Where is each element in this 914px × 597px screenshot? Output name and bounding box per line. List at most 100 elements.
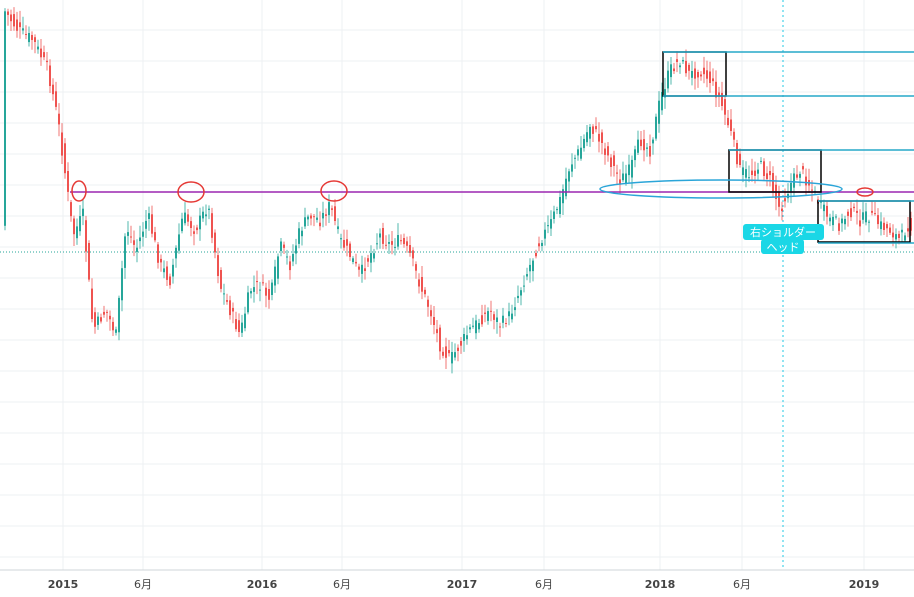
- x-axis: 2015 6月 2016 6月 2017 6月 2018 6月 2019: [48, 578, 880, 591]
- candle-down: [442, 351, 444, 356]
- candle-up: [202, 211, 204, 219]
- candle-down: [706, 70, 708, 79]
- marker-circle-3[interactable]: [320, 180, 348, 202]
- candle-down: [877, 215, 879, 225]
- candle-down: [763, 161, 765, 176]
- candle-down: [391, 241, 393, 245]
- candle-down: [607, 146, 609, 156]
- candle-down: [727, 117, 729, 126]
- candle-up: [454, 352, 456, 358]
- candle-up: [307, 216, 309, 220]
- candle-up: [544, 229, 546, 239]
- candle-up: [223, 293, 225, 295]
- candle-up: [577, 149, 579, 156]
- candle-up: [862, 212, 864, 220]
- candle-up: [28, 33, 30, 43]
- candle-up: [280, 241, 282, 251]
- candle-up: [487, 311, 489, 321]
- candle-up: [478, 323, 480, 330]
- candle-up: [352, 258, 354, 262]
- candle-up: [868, 221, 870, 223]
- x-tick-label: 2018: [645, 578, 676, 591]
- candle-up: [277, 256, 279, 279]
- candle-up: [514, 307, 516, 311]
- candle-up: [844, 218, 846, 225]
- candle-up: [880, 221, 882, 230]
- candle-down: [751, 170, 753, 175]
- head-ellipse[interactable]: [599, 179, 843, 199]
- candle-up: [4, 11, 6, 226]
- candle-up: [127, 232, 129, 236]
- x-tick-label: 2017: [447, 578, 478, 591]
- candle-down: [889, 227, 891, 233]
- candle-up: [37, 46, 39, 50]
- candle-down: [604, 148, 606, 155]
- candle-down: [166, 266, 168, 280]
- marker-circle-1[interactable]: [71, 180, 87, 202]
- candle-down: [10, 14, 12, 22]
- candle-down: [772, 173, 774, 192]
- annotation-badge[interactable]: 右ショルダー ヘッド: [743, 224, 824, 254]
- candle-up: [241, 322, 243, 333]
- drawings-layer[interactable]: 右ショルダー ヘッド: [70, 51, 914, 254]
- marker-circle-4[interactable]: [856, 187, 874, 197]
- candle-up: [637, 139, 639, 153]
- candle-down: [448, 350, 450, 354]
- candle-down: [616, 172, 618, 174]
- candle-down: [403, 238, 405, 245]
- candle-up: [208, 208, 210, 210]
- candle-down: [355, 261, 357, 264]
- candle-down: [61, 132, 63, 156]
- candle-down: [898, 233, 900, 238]
- candle-up: [628, 164, 630, 176]
- candle-down: [703, 67, 705, 75]
- candle-up: [397, 235, 399, 247]
- marker-circle-2[interactable]: [177, 181, 205, 203]
- candle-up: [463, 334, 465, 341]
- candle-down: [385, 244, 387, 246]
- candle-down: [505, 323, 507, 324]
- candle-down: [31, 35, 33, 40]
- candle-down: [409, 245, 411, 253]
- candle-down: [313, 216, 315, 218]
- candle-up: [298, 228, 300, 244]
- candle-up: [661, 92, 663, 111]
- candle-down: [256, 281, 258, 283]
- candle-up: [259, 289, 261, 291]
- candle-up: [670, 64, 672, 78]
- candle-down: [154, 232, 156, 241]
- candle-up: [634, 149, 636, 161]
- candle-down: [7, 11, 9, 15]
- candle-down: [157, 244, 159, 263]
- candle-down: [859, 220, 861, 227]
- candle-up: [655, 116, 657, 139]
- candle-down: [232, 307, 234, 312]
- candle-down: [265, 287, 267, 296]
- candle-down: [55, 91, 57, 107]
- candle-down: [445, 346, 447, 358]
- candle-down: [364, 268, 366, 271]
- candle-down: [100, 317, 102, 322]
- candle-up: [295, 245, 297, 254]
- candle-down: [640, 139, 642, 147]
- candle-up: [247, 292, 249, 313]
- candle-up: [631, 159, 633, 178]
- candle-down: [874, 213, 876, 215]
- candle-down: [169, 276, 171, 286]
- candle-down: [766, 173, 768, 179]
- candle-down: [151, 214, 153, 234]
- candle-up: [145, 220, 147, 229]
- candle-up: [337, 226, 339, 230]
- candle-down: [592, 126, 594, 134]
- candle-down: [907, 228, 909, 232]
- candle-down: [700, 74, 702, 77]
- x-tick-label: 6月: [333, 578, 351, 591]
- candle-up: [691, 71, 693, 78]
- candle-down: [289, 261, 291, 271]
- candle-down: [220, 270, 222, 289]
- candle-up: [550, 219, 552, 229]
- candle-down: [853, 206, 855, 209]
- candle-down: [196, 227, 198, 231]
- candle-up: [799, 173, 801, 178]
